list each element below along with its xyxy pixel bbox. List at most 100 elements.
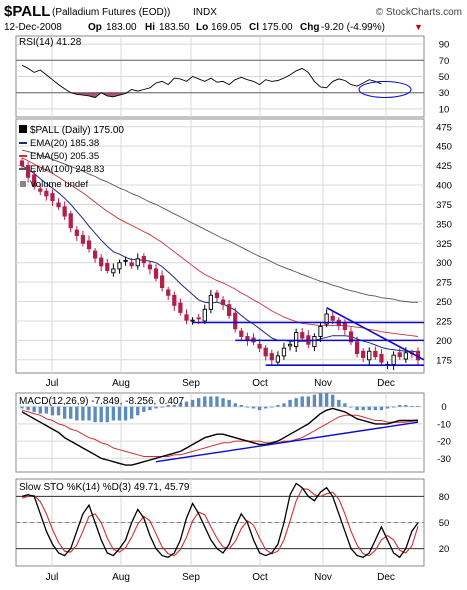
candle-body	[281, 347, 287, 357]
ticker-symbol: $PALL	[4, 3, 50, 20]
ema100-line	[21, 149, 418, 303]
macd-histogram-bar	[93, 406, 97, 423]
price-tick-label: 300	[436, 258, 452, 269]
candle	[318, 322, 323, 342]
candle-body	[159, 275, 165, 289]
price-tick-label: 225	[436, 316, 452, 327]
candle	[190, 317, 195, 325]
macd-histogram-bar	[398, 405, 402, 407]
price-tick-label: 425	[436, 161, 452, 172]
macd-tick-label: -30	[437, 454, 451, 465]
candle	[208, 289, 213, 314]
candle	[184, 309, 189, 325]
macd-histogram-bar	[331, 394, 335, 407]
price-tick-label: 375	[436, 200, 452, 211]
candle	[141, 253, 146, 268]
macd-title: MACD(12,26,9) -7.849, -8.256, 0.407	[19, 396, 185, 407]
macd-histogram-bar	[379, 406, 384, 411]
candle-body	[105, 263, 110, 271]
legend-ema-label: EMA(100) 248.83	[30, 164, 104, 175]
macd-histogram-bar	[391, 406, 396, 408]
candle-body	[257, 343, 262, 349]
candle-body	[184, 314, 189, 321]
macd-histogram-bar	[148, 406, 152, 411]
candle	[227, 299, 232, 319]
instrument-name: (Palladium Futures (EOD))	[52, 7, 170, 18]
x-axis-label-oct: Oct	[252, 378, 268, 389]
candle-body	[166, 289, 171, 296]
price-tick-label: 475	[436, 122, 452, 133]
candle	[86, 235, 92, 253]
candle	[348, 327, 354, 346]
candle-body	[74, 229, 79, 236]
candle	[99, 254, 104, 272]
macd-histogram-bar	[111, 406, 116, 421]
high-label: Hi	[145, 22, 155, 33]
macd-tick-label: -20	[437, 437, 451, 448]
price-panel: 475 450 425 400 375 350 325 300 275 250 225 200 175 $…	[15, 118, 452, 374]
candle	[135, 253, 140, 270]
candle	[32, 170, 37, 190]
x-axis-label-bottom-dec: Dec	[377, 572, 395, 583]
stochastic-k-line	[21, 482, 419, 559]
macd-histogram-bar	[270, 406, 274, 408]
macd-histogram-bar	[38, 406, 42, 414]
candle-body	[275, 355, 281, 363]
candle-body	[129, 262, 134, 267]
candle-body	[25, 165, 31, 178]
candle-body	[373, 350, 378, 358]
candle-body	[202, 308, 207, 322]
rsi-highlight-ellipse	[358, 80, 412, 98]
macd-histogram-bar	[56, 406, 61, 416]
candle	[50, 189, 55, 206]
candle	[166, 286, 171, 300]
macd-histogram-bar	[282, 403, 286, 407]
candle-body	[287, 343, 293, 347]
x-axis-label-sep: Sep	[182, 378, 200, 389]
candle-body	[80, 235, 86, 244]
candle	[361, 348, 366, 363]
candle	[373, 346, 378, 360]
macd-histogram-bar	[99, 406, 103, 423]
legend-ema-label: EMA(20) 185.38	[30, 138, 99, 149]
candle-body	[178, 302, 183, 313]
macd-histogram-bar	[136, 406, 140, 416]
macd-histogram-bar	[215, 396, 219, 407]
macd-histogram-bar	[410, 405, 414, 407]
rsi-tick-label: 70	[439, 56, 450, 67]
macd-histogram-bar	[87, 406, 91, 421]
macd-panel: 0 -10 -20 -30 MACD(12,26,9) -7.849, -8.256, …	[15, 392, 451, 473]
candle-body	[117, 262, 122, 270]
open-value: 183.00	[106, 22, 137, 33]
stochastic-tick-label: 20	[439, 544, 450, 555]
candle-body	[233, 312, 238, 330]
macd-histogram-bar	[257, 406, 262, 411]
candle-body	[141, 256, 146, 264]
change-value: -9.20 (-4.99%)	[321, 22, 385, 33]
exchange-label: INDX	[193, 7, 217, 18]
candle-body	[379, 353, 384, 363]
x-axis-label-bottom-jul: Jul	[46, 572, 59, 583]
macd-histogram-bar	[288, 399, 292, 407]
price-trendline	[326, 307, 425, 361]
macd-histogram-bar	[385, 406, 390, 409]
macd-histogram-bar	[349, 406, 353, 408]
candle-body	[397, 352, 402, 358]
candle	[312, 333, 317, 352]
candle	[80, 230, 86, 247]
candle	[281, 342, 287, 360]
candle-body	[324, 313, 329, 325]
macd-histogram-bar	[306, 396, 311, 407]
candle	[263, 345, 268, 361]
candle-body	[111, 268, 116, 274]
macd-tick-label: 0	[441, 402, 446, 413]
close-value: 175.00	[262, 22, 293, 33]
macd-histogram-bar	[26, 406, 30, 411]
rsi-tick-label: 90	[439, 40, 450, 51]
candle-body	[403, 352, 408, 360]
candle	[44, 188, 49, 201]
candle-body	[190, 319, 195, 322]
low-label: Lo	[196, 22, 208, 33]
candle	[300, 327, 305, 342]
